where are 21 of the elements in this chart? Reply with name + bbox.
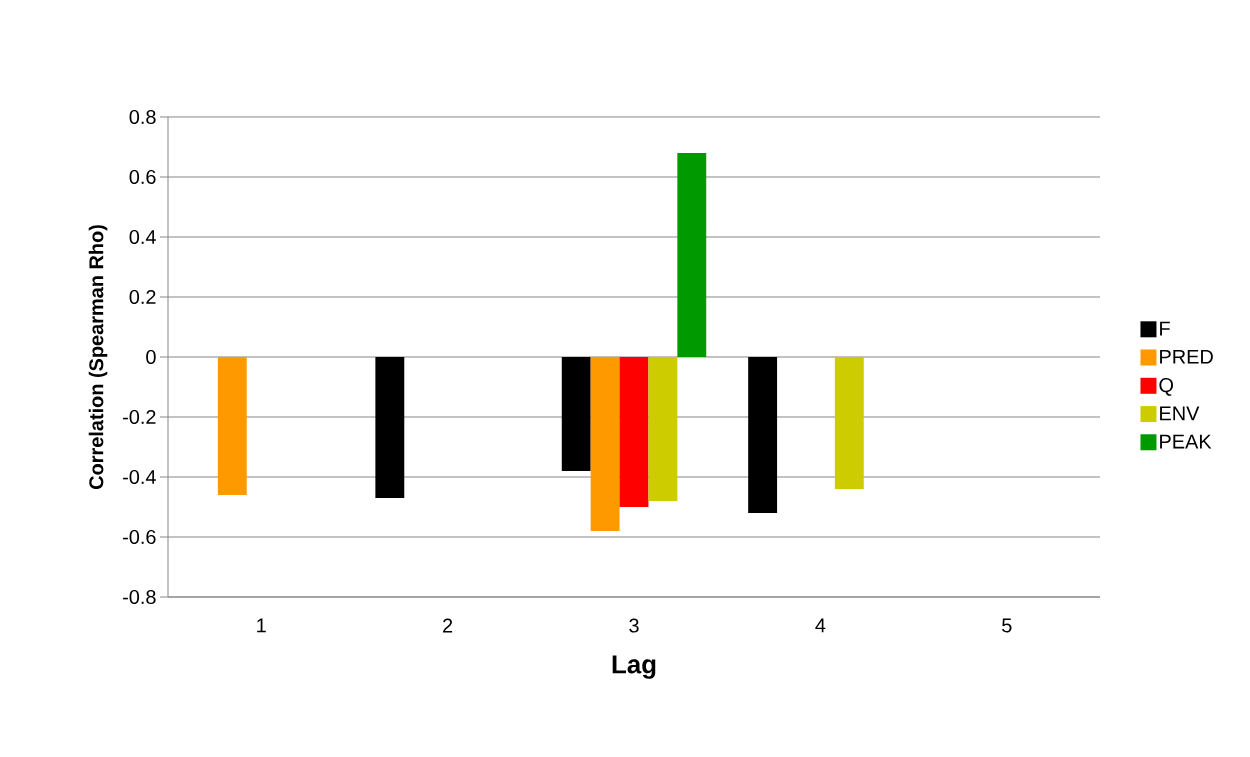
y-tick-label: -0.8: [123, 589, 156, 605]
legend-label: ENV: [1160, 406, 1200, 421]
x-axis-title: Lag: [612, 655, 656, 679]
legend-label: PEAK: [1160, 434, 1212, 449]
y-tick-label: -0.6: [123, 529, 156, 545]
y-tick-label: 0.6: [129, 169, 156, 185]
legend-label: PRED: [1160, 349, 1213, 364]
legend-label: F: [1160, 321, 1170, 336]
legend-label: Q: [1159, 378, 1174, 396]
y-tick-label: 0.8: [129, 109, 156, 125]
x-tick-label: 2: [443, 618, 453, 633]
y-tick-label: -0.2: [123, 409, 156, 425]
x-tick-label: 3: [629, 618, 639, 633]
y-axis-title: Correlation (Spearman Rho): [88, 225, 108, 490]
y-tick-label: 0: [146, 349, 156, 365]
y-tick-label: -0.4: [123, 469, 156, 485]
y-tick-label: 0.2: [129, 289, 156, 305]
x-tick-label: 5: [1002, 618, 1012, 633]
x-tick-label: 1: [257, 618, 266, 633]
x-tick-label: 4: [815, 618, 826, 633]
y-tick-label: 0.4: [129, 229, 156, 245]
